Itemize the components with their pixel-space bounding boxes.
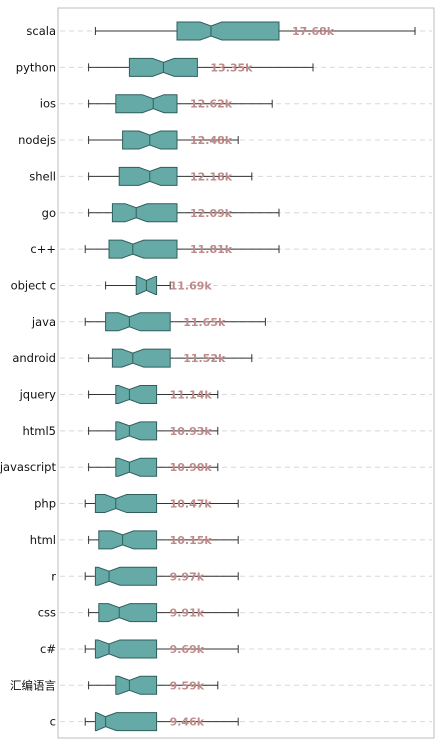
category-label: html5 [22, 424, 56, 438]
category-label: jquery [19, 388, 57, 402]
category-label: android [12, 351, 56, 365]
category-label: php [34, 497, 56, 511]
value-label: 11.52k [183, 352, 226, 365]
category-label: go [42, 206, 56, 220]
notched-box [111, 203, 178, 223]
value-label: 9.91k [170, 607, 205, 620]
category-label: c [50, 715, 56, 729]
category-label: html [30, 533, 56, 547]
value-label: 9.97k [170, 570, 205, 583]
category-label: 汇编语言 [10, 678, 56, 692]
notched-box [115, 94, 178, 114]
plot-frame [57, 7, 435, 739]
category-label: object c [11, 278, 56, 292]
value-label: 11.69k [170, 279, 213, 292]
notched-box [108, 239, 178, 259]
category-label: ios [40, 97, 56, 111]
notched-box [94, 639, 158, 659]
value-label: 10.47k [170, 498, 213, 511]
notched-box [115, 675, 158, 695]
notched-box [98, 603, 158, 623]
value-label: 9.59k [170, 679, 205, 692]
boxplot-rows: scala 17.68k python 13.35k ios 12.62k nodejs 12… [0, 21, 432, 732]
category-label: c# [40, 642, 56, 656]
value-label: 9.46k [170, 716, 205, 729]
notched-box [94, 712, 158, 732]
value-label: 12.62k [190, 98, 233, 111]
notched-box [115, 421, 158, 441]
category-label: c++ [30, 242, 56, 256]
category-label: javascript [0, 460, 56, 474]
notched-box [111, 348, 171, 368]
category-label: r [51, 569, 56, 583]
notched-box [94, 566, 158, 586]
value-label: 10.90k [170, 461, 213, 474]
value-label: 12.18k [190, 170, 233, 183]
value-label: 9.69k [170, 643, 205, 656]
notched-box [115, 385, 158, 404]
value-label: 11.65k [183, 316, 226, 329]
value-label: 12.48k [190, 134, 233, 147]
value-label: 11.14k [170, 389, 213, 402]
value-label: 13.35k [210, 61, 253, 74]
value-label: 10.93k [170, 425, 213, 438]
category-label: css [38, 606, 56, 620]
category-label: java [31, 315, 56, 329]
notched-box [176, 21, 280, 41]
category-label: python [16, 60, 56, 74]
notched-box [94, 494, 158, 514]
notched-box [115, 457, 158, 477]
category-label: scala [26, 24, 56, 38]
category-label: shell [29, 169, 56, 183]
value-label: 17.68k [292, 25, 335, 38]
notched-box [118, 166, 178, 186]
notched-box [98, 530, 158, 550]
notched-box [105, 312, 171, 332]
value-label: 11.81k [190, 243, 233, 256]
value-label: 12.09k [190, 207, 233, 220]
category-label: nodejs [18, 133, 56, 147]
value-label: 10.15k [170, 534, 213, 547]
